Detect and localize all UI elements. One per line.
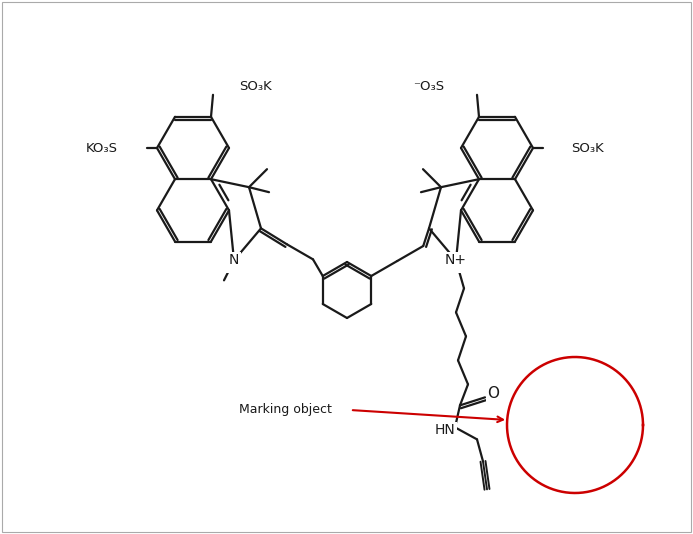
Text: N: N — [229, 253, 239, 268]
Text: O: O — [487, 386, 499, 401]
Text: Marking object: Marking object — [238, 404, 331, 417]
Text: N: N — [227, 257, 237, 271]
Text: HN: HN — [435, 423, 455, 437]
Text: N+: N+ — [447, 257, 469, 271]
Text: SO₃K: SO₃K — [239, 80, 272, 93]
Text: SO₃K: SO₃K — [572, 142, 604, 154]
Text: N: N — [227, 257, 237, 271]
Text: KO₃S: KO₃S — [86, 142, 118, 154]
Text: ⁻O₃S: ⁻O₃S — [413, 80, 444, 93]
Text: N+: N+ — [445, 253, 467, 268]
